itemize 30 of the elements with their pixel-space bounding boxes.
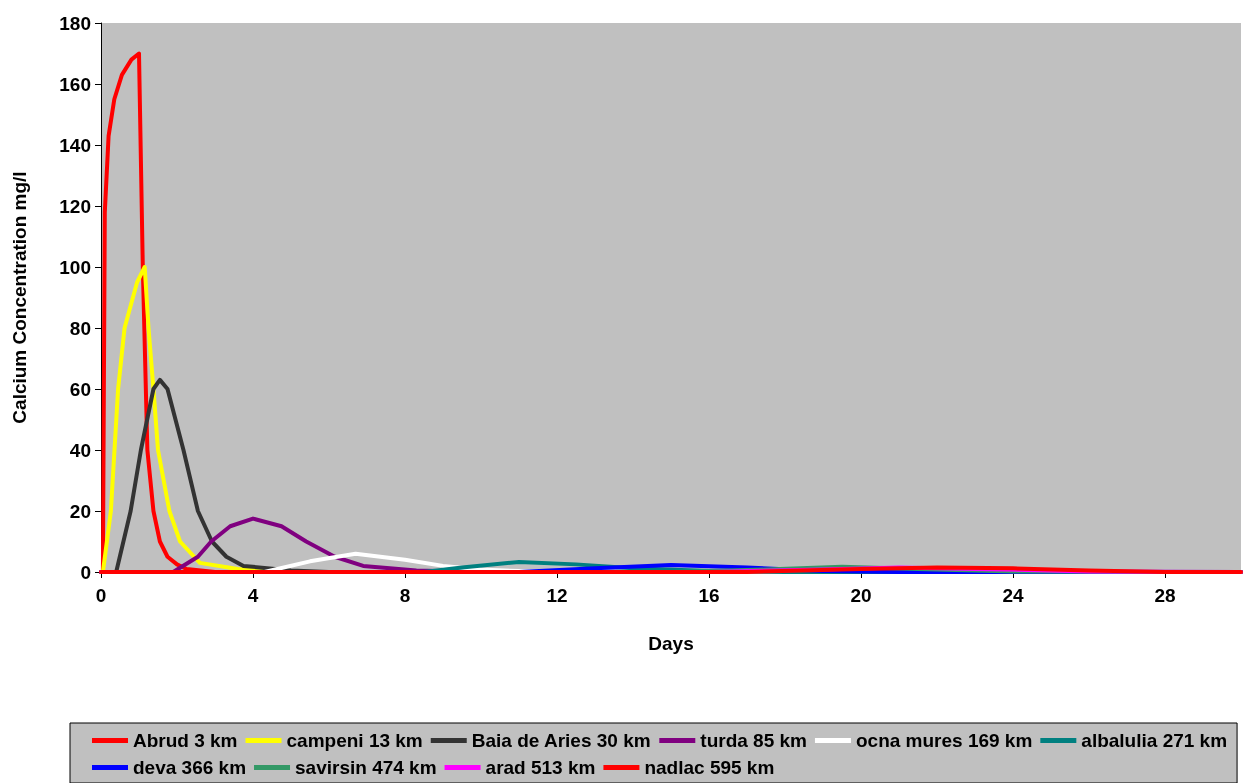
legend-label: ocna mures 169 km (855, 730, 1033, 751)
y-tick-label: 180 (59, 12, 91, 34)
y-tick-label: 20 (69, 500, 91, 522)
x-tick-label: 8 (399, 585, 411, 606)
legend-label: turda 85 km (700, 730, 807, 751)
legend-label: campeni 13 km (286, 730, 423, 751)
x-axis-title: Days (648, 633, 694, 654)
y-tick-label: 140 (59, 134, 91, 156)
legend-label: arad 513 km (485, 757, 596, 778)
y-tick-label: 100 (59, 256, 91, 278)
legend-label: albalulia 271 km (1081, 730, 1228, 751)
y-tick-label: 80 (69, 317, 91, 339)
x-tick-label: 16 (698, 585, 720, 606)
x-tick-label: 12 (546, 585, 568, 606)
x-tick-label: 0 (95, 585, 107, 606)
y-tick-label: 40 (69, 439, 91, 461)
legend-label: Abrud 3 km (133, 730, 238, 751)
legend-label: deva 366 km (133, 757, 247, 778)
x-tick-label: 28 (1154, 585, 1176, 606)
y-axis-title: Calcium Concentration mg/l (9, 171, 30, 424)
y-tick-label: 60 (69, 378, 91, 400)
legend-label: Baia de Aries 30 km (471, 730, 651, 751)
legend-label: savirsin 474 km (295, 757, 437, 778)
x-tick-label: 20 (850, 585, 872, 606)
y-tick-label: 0 (80, 561, 91, 583)
x-tick-label: 4 (247, 585, 259, 606)
y-tick-label: 120 (59, 195, 91, 217)
y-tick-label: 160 (59, 73, 91, 95)
x-tick-label: 24 (1002, 585, 1024, 606)
legend-label: nadlac 595 km (644, 757, 775, 778)
